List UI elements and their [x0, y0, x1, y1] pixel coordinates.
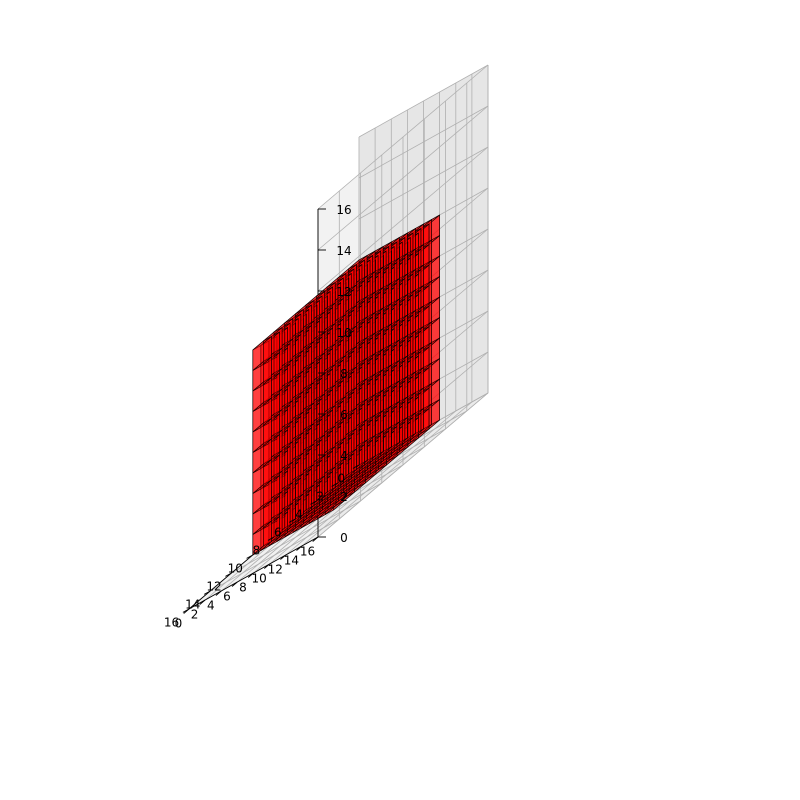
grid-line	[358, 146, 489, 220]
grid-line	[301, 401, 473, 547]
x-tick-label: 12	[206, 580, 221, 594]
grid-line	[285, 410, 457, 556]
y-tick-label: 16	[300, 544, 315, 558]
grid-line	[317, 392, 489, 538]
x-tick-label: 0	[338, 472, 346, 486]
y-tick-label: 12	[268, 562, 283, 576]
y-tick-label: 10	[251, 571, 266, 585]
z-tick-label: 6	[340, 408, 348, 422]
z-tick-label: 4	[340, 449, 348, 463]
z-tick-label: 16	[336, 203, 351, 217]
z-tick-label: 8	[340, 367, 348, 381]
y-tick-label: 2	[191, 607, 199, 621]
grid-line	[358, 64, 489, 138]
y-tick-label: 6	[223, 589, 231, 603]
y-tick-label: 0	[175, 616, 183, 630]
grid-line	[317, 105, 489, 251]
z-tick-label: 2	[340, 490, 348, 504]
z-tick-label: 12	[336, 285, 351, 299]
z-tick-label: 14	[336, 244, 351, 258]
grid-line	[317, 64, 489, 210]
x-tick-label: 8	[253, 544, 261, 558]
y-tick-label: 4	[207, 598, 215, 612]
voxel-cube	[252, 214, 440, 556]
y-tick-label: 8	[239, 580, 247, 594]
z-tick-label: 0	[340, 531, 348, 545]
x-tick-label: 2	[316, 490, 324, 504]
x-tick-label: 6	[274, 526, 282, 540]
z-tick-label: 10	[336, 326, 351, 340]
y-tick-label: 14	[284, 553, 299, 567]
grid-line	[358, 105, 489, 179]
x-tick-label: 4	[295, 508, 303, 522]
x-tick-label: 10	[228, 562, 243, 576]
grid-line	[317, 146, 489, 292]
